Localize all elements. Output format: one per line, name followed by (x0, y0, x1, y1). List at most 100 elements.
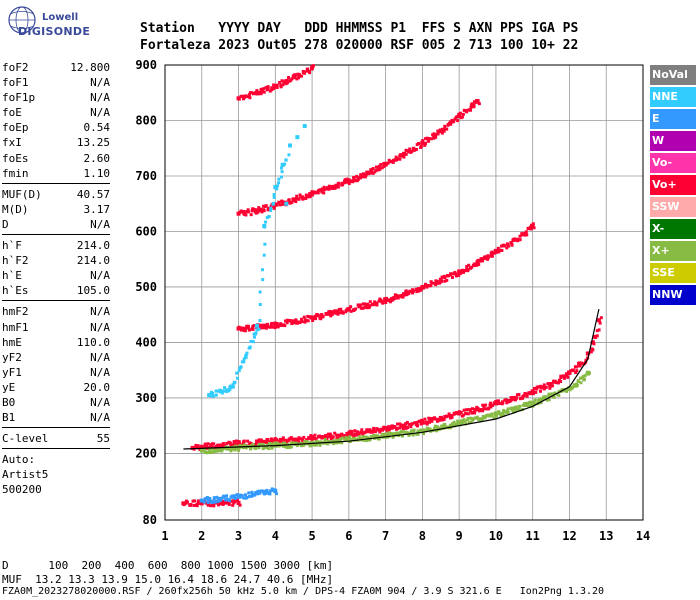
echo-mark (246, 439, 250, 443)
echo-mark (471, 417, 475, 421)
echo-mark (272, 195, 276, 199)
param-row: yE 20.0 (2, 380, 110, 395)
param-name: D (2, 217, 9, 231)
echo-mark (294, 437, 298, 441)
echo-mark (264, 491, 268, 495)
echo-mark (221, 501, 225, 505)
echo-mark (220, 449, 224, 453)
echo-mark (390, 298, 394, 302)
data-point (218, 443, 223, 448)
echo-mark (380, 427, 384, 431)
echo-mark (356, 430, 360, 434)
echo-mark (591, 348, 595, 352)
echo-mark (295, 444, 299, 448)
echo-mark (209, 443, 213, 447)
echo-mark (194, 443, 198, 447)
param-value: 13.25 (76, 136, 110, 150)
echo-mark (271, 325, 275, 329)
echo-mark (206, 503, 210, 507)
echo-mark (570, 386, 574, 390)
echo-mark (264, 441, 268, 445)
param-row: hmE 110.0 (2, 335, 110, 350)
echo-mark (361, 302, 365, 306)
echo-mark (269, 439, 273, 443)
data-point (328, 434, 333, 439)
echo-mark (497, 250, 501, 254)
data-point (199, 501, 204, 506)
echo-mark (350, 430, 354, 434)
echo-mark (486, 256, 490, 260)
echo-mark (288, 318, 292, 322)
echo-mark (524, 230, 528, 234)
echo-mark (557, 393, 561, 397)
echo-mark (529, 227, 533, 231)
echo-mark (203, 497, 207, 501)
echo-mark (202, 447, 206, 451)
echo-mark (387, 431, 391, 435)
data-point (218, 501, 223, 506)
echo-mark (252, 335, 256, 339)
echo-mark (492, 416, 496, 420)
echo-mark (250, 444, 254, 448)
echo-mark (278, 437, 282, 441)
echo-mark (556, 381, 560, 385)
panel-divider (2, 182, 110, 184)
echo-mark (597, 328, 601, 332)
param-row: fxI 13.25 (2, 135, 110, 150)
echo-mark (442, 417, 446, 421)
echo-mark (235, 498, 239, 502)
echo-mark (497, 402, 501, 406)
echo-mark (387, 425, 391, 429)
echo-mark (535, 387, 539, 391)
lowell-digisonde-logo: Lowell DIGISONDE (4, 4, 90, 44)
echo-mark (425, 420, 429, 424)
echo-mark (466, 412, 470, 416)
echo-mark (415, 422, 419, 426)
param-value: N/A (90, 269, 110, 283)
echo-mark (326, 432, 330, 436)
echo-mark (562, 376, 566, 380)
data-point (530, 401, 535, 406)
echo-mark (494, 399, 498, 403)
echo-mark (277, 181, 281, 185)
param-name: hmF1 (2, 320, 29, 334)
echo-mark (250, 91, 254, 95)
echo-mark (359, 173, 363, 177)
echo-mark (295, 439, 299, 443)
echo-mark (272, 201, 276, 205)
echo-mark (285, 78, 289, 82)
echo-mark (452, 420, 456, 424)
echo-mark (332, 439, 336, 443)
echo-mark (344, 436, 348, 440)
echo-mark (496, 400, 500, 404)
echo-mark (306, 67, 310, 71)
echo-mark (509, 397, 513, 401)
echo-mark (450, 275, 454, 279)
param-name: C-level (2, 432, 49, 446)
echo-mark (509, 396, 513, 400)
data-point (578, 361, 583, 366)
echo-mark (244, 213, 248, 217)
param-name: foEp (2, 121, 29, 135)
profile-line (183, 308, 600, 450)
echo-mark (248, 96, 252, 100)
echo-mark (221, 494, 225, 498)
echo-mark (244, 493, 248, 497)
echo-mark (211, 394, 215, 398)
data-point (236, 500, 241, 505)
echo-mark (454, 274, 458, 278)
autoscaling-info-line: Artist5 (2, 468, 49, 482)
echo-mark (336, 312, 340, 316)
echo-mark (486, 257, 490, 261)
echo-mark (371, 167, 375, 171)
echo-mark (377, 437, 381, 441)
echo-mark (483, 257, 487, 261)
echo-mark (231, 503, 235, 507)
echo-mark (356, 177, 360, 181)
echo-mark (269, 437, 273, 441)
data-point (585, 370, 590, 375)
data-point (273, 439, 278, 444)
echo-mark (407, 291, 411, 295)
echo-mark (378, 428, 382, 432)
echo-mark (599, 316, 603, 320)
